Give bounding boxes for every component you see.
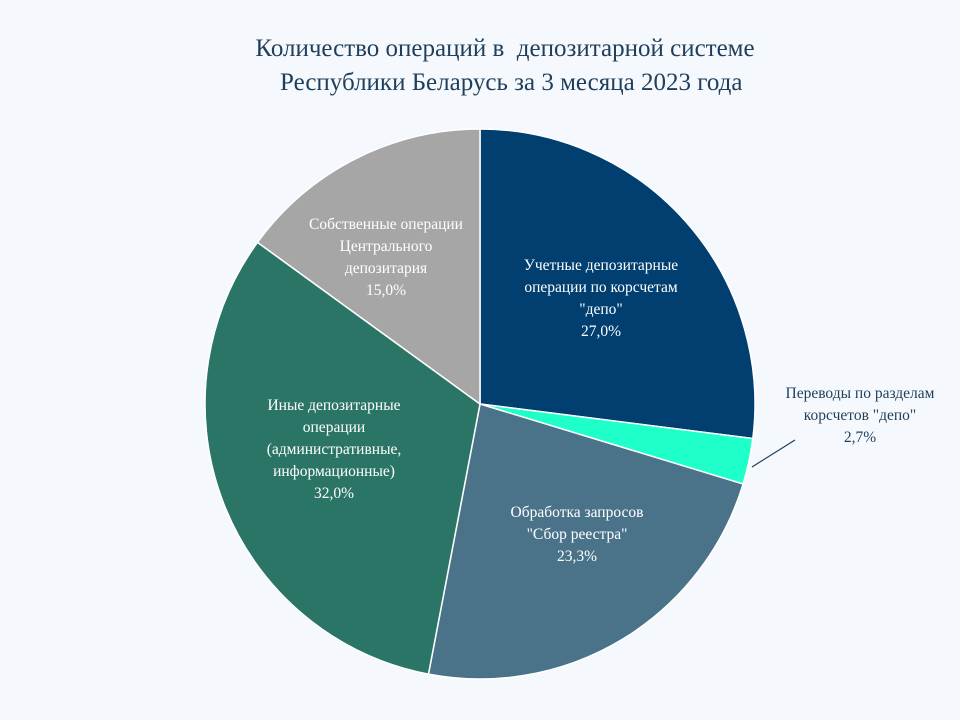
- slice-name-line: "депо": [579, 301, 622, 318]
- slice-name-line: Переводы по разделам: [786, 385, 935, 402]
- chart-title-line-2: Республики Беларусь за 3 месяца 2023 год…: [267, 69, 743, 96]
- slice-name-line: Обработка запросов: [511, 504, 644, 521]
- slice-name-line: информационные): [273, 463, 395, 480]
- slice-name-line: депозитария: [345, 260, 427, 277]
- slice-name-line: Иные депозитарные: [267, 397, 400, 414]
- slice-label-4: Иные депозитарные операции (административн…: [267, 397, 402, 502]
- slice-name-line: "Сбор реестра": [527, 526, 628, 543]
- chart-title: Количество операций в депозитарной систе…: [0, 32, 960, 100]
- slice-name-line: Центрального: [340, 238, 433, 255]
- slice-name-line: корсчетов "депо": [804, 407, 916, 424]
- slice-label-2: Переводы по разделам корсчетов "депо" 2,7%: [786, 385, 935, 446]
- slice-value-label: 15,0%: [366, 282, 406, 299]
- slice-label-5: Собственные операции Центрального депозита…: [309, 216, 463, 299]
- slice-label-3: Обработка запросов "Сбор реестра" 23,3%: [511, 504, 644, 565]
- slice-value-label: 27,0%: [581, 323, 621, 340]
- pie-slice-5: [256, 128, 481, 406]
- slice-name-line: (административные,: [267, 441, 402, 458]
- pie-slice-3: [427, 403, 745, 680]
- leader-line: [751, 439, 796, 468]
- slice-name-line: операции: [303, 419, 365, 436]
- slice-value-label: 32,0%: [314, 485, 354, 502]
- slice-name-line: операции по корсчетам: [524, 279, 678, 296]
- chart-title-line-1: Количество операций в депозитарной систе…: [255, 35, 755, 62]
- slice-name-line: Собственные операции: [309, 216, 463, 233]
- slice-name-line: Учетные депозитарные: [524, 257, 678, 274]
- pie-slice-1: [479, 128, 756, 440]
- slice-value-label: 23,3%: [557, 548, 597, 565]
- slice-value-label: 2,7%: [844, 429, 876, 446]
- slice-label-1: Учетные депозитарные операции по корсчета…: [524, 257, 678, 340]
- pie-slice-4: [204, 241, 481, 676]
